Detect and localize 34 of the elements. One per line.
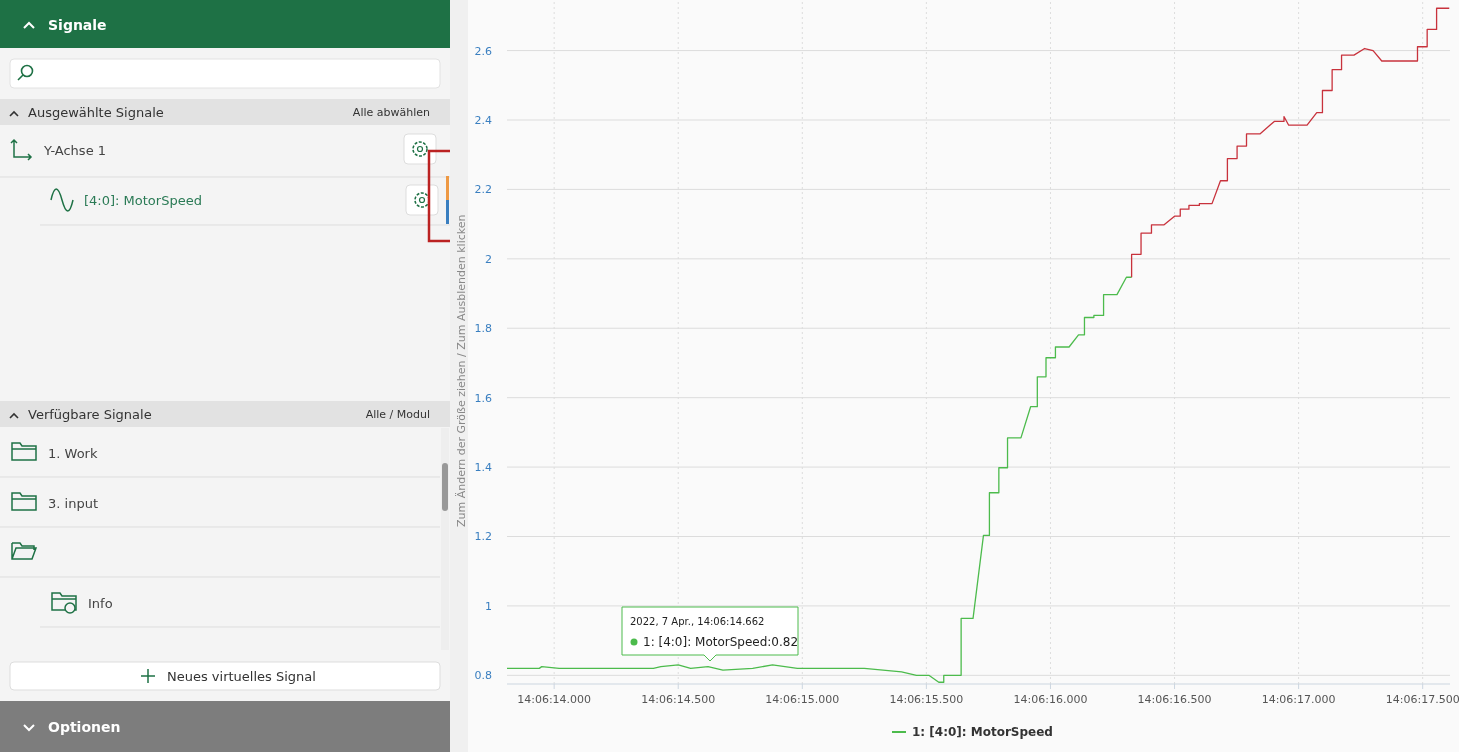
text: Verfügbare Signale (28, 407, 152, 422)
y-tick-label: 1.4 (474, 461, 492, 475)
text: Signale (48, 17, 107, 33)
annotation: 1: [4:0]: MotorSpeed:0.82 (643, 635, 799, 649)
y-tick-label: 2.2 (474, 183, 492, 197)
text: Y-Achse 1 (43, 143, 107, 158)
annotation: 2022, 7 Apr., 14:06:14.662 (630, 616, 765, 627)
y-tick-label: 0.8 (474, 669, 492, 683)
text: Alle abwählen (352, 106, 431, 119)
y-tick-label: 2.4 (474, 114, 492, 128)
y-tick-label: 1.6 (474, 391, 492, 405)
x-tick-label: 14:06:16.500 (1137, 693, 1212, 706)
y-tick-label: 2 (485, 252, 492, 266)
x-tick-label: 14:06:15.000 (765, 693, 840, 706)
x-tick-label: 14:06:15.500 (889, 693, 964, 706)
text: [4:0]: MotorSpeed (84, 193, 202, 208)
text: Alle / Modul (365, 408, 430, 421)
y-tick-label: 2.6 (474, 44, 492, 58)
text: Info (88, 596, 113, 611)
legend-label: 1: [4:0]: MotorSpeed (912, 725, 1053, 739)
x-tick-label: 14:06:17.500 (1385, 693, 1459, 706)
text: Neues virtuelles Signal (167, 669, 316, 684)
text: Ausgewählte Signale (28, 105, 164, 120)
y-tick-label: 1 (485, 599, 492, 613)
text: 3. input (48, 496, 98, 511)
text: Optionen (48, 719, 121, 735)
x-tick-label: 14:06:17.000 (1261, 693, 1336, 706)
x-tick-label: 14:06:16.000 (1013, 693, 1088, 706)
y-tick-label: 1.8 (474, 322, 492, 336)
x-tick-label: 14:06:14.500 (641, 693, 716, 706)
text: 1. Work (48, 446, 98, 461)
x-tick-label: 14:06:14.000 (517, 693, 592, 706)
y-tick-label: 1.2 (474, 530, 492, 544)
text: Zum Ändern der Größe ziehen / Zum Ausblenden klicken (455, 214, 468, 527)
